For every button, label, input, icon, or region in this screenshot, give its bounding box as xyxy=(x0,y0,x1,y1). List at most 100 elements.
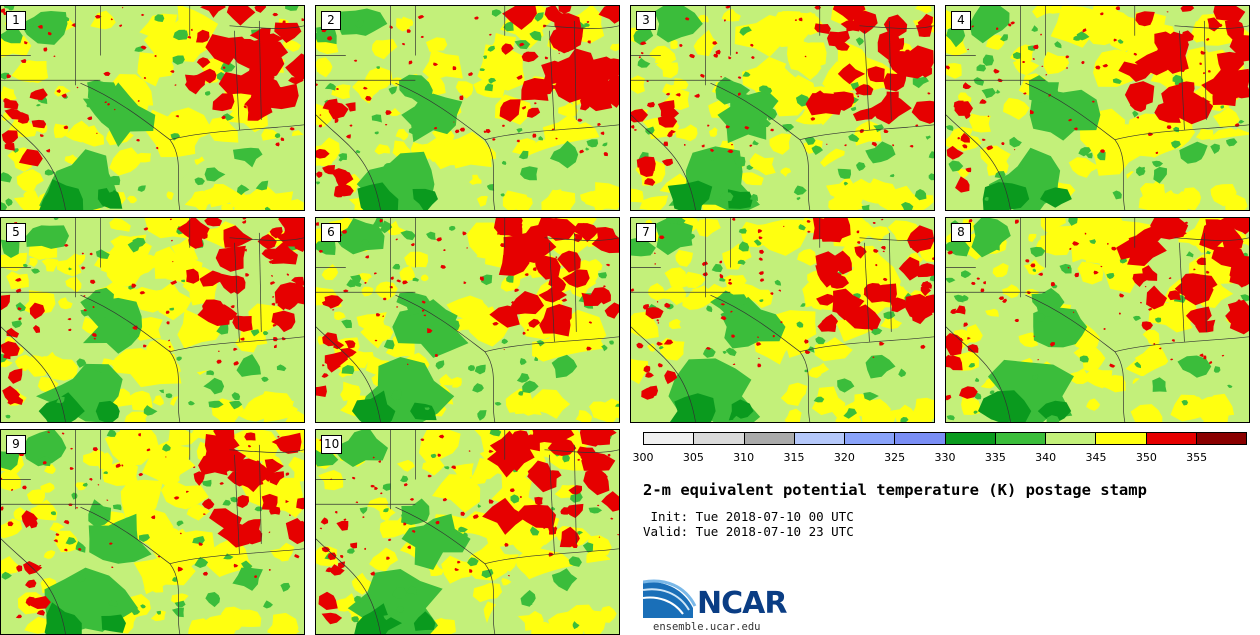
red-region xyxy=(586,20,590,23)
green-region xyxy=(1220,105,1225,109)
yellow-region xyxy=(387,220,406,236)
yellow-region xyxy=(1195,128,1214,140)
yellow-region xyxy=(1040,218,1066,235)
red-region xyxy=(185,490,190,493)
red-region xyxy=(212,93,235,112)
yellow-region xyxy=(554,484,578,499)
green-region xyxy=(355,20,364,29)
red-region xyxy=(1185,306,1212,328)
red-region xyxy=(770,128,774,132)
green-region xyxy=(36,104,41,107)
red-region xyxy=(558,6,572,14)
yellow-region xyxy=(1,86,17,102)
red-region xyxy=(548,276,567,294)
yellow-region xyxy=(773,310,817,342)
red-region xyxy=(814,6,822,10)
red-region xyxy=(1180,6,1195,12)
green-region xyxy=(516,372,530,383)
red-region xyxy=(547,526,558,535)
yellow-region xyxy=(475,144,496,159)
green-region xyxy=(280,582,291,592)
red-region xyxy=(1136,116,1140,119)
red-region xyxy=(883,129,889,134)
green-region xyxy=(1117,39,1124,44)
member-number-label: 10 xyxy=(321,435,343,454)
red-region xyxy=(1109,363,1116,368)
red-region xyxy=(750,43,754,47)
green-region xyxy=(406,585,418,595)
red-region xyxy=(645,371,654,378)
red-region xyxy=(730,143,734,146)
red-region xyxy=(1131,65,1136,68)
colorbar-tick-label: 315 xyxy=(783,451,805,464)
green-region xyxy=(418,91,427,99)
colorbar-tick-label: 325 xyxy=(884,451,906,464)
red-region xyxy=(874,263,878,267)
green-region xyxy=(20,10,68,45)
red-region xyxy=(417,15,425,20)
red-region xyxy=(730,310,733,313)
green-region xyxy=(488,77,497,84)
red-region xyxy=(570,542,575,544)
yellow-region xyxy=(43,550,56,559)
dark-green-region xyxy=(1039,187,1072,208)
green-region xyxy=(1036,313,1045,323)
red-region xyxy=(141,13,145,17)
red-region xyxy=(725,6,731,9)
ensemble-member-panel: 9 xyxy=(0,429,305,635)
red-region xyxy=(380,492,383,495)
red-region xyxy=(955,105,959,108)
red-region xyxy=(1168,277,1172,280)
red-region xyxy=(202,513,206,515)
green-region xyxy=(746,164,754,170)
red-region xyxy=(587,40,591,44)
yellow-region xyxy=(374,144,390,155)
red-region xyxy=(137,100,140,102)
red-region xyxy=(467,72,474,77)
green-region xyxy=(392,263,401,270)
red-region xyxy=(67,328,72,331)
green-region xyxy=(702,346,716,358)
yellow-region xyxy=(361,286,374,297)
red-region xyxy=(1082,28,1087,33)
red-region xyxy=(422,309,425,312)
ensemble-member-panel: 3 xyxy=(630,5,935,211)
red-region xyxy=(610,517,614,520)
green-region xyxy=(711,263,723,273)
red-region xyxy=(882,250,885,253)
green-region xyxy=(1033,306,1088,348)
red-region xyxy=(282,20,286,24)
red-region xyxy=(924,280,929,285)
red-region xyxy=(581,292,604,307)
red-region xyxy=(327,552,337,561)
red-region xyxy=(83,295,86,297)
red-region xyxy=(403,522,407,526)
red-region xyxy=(284,224,304,247)
yellow-region xyxy=(1092,6,1120,25)
red-region xyxy=(756,336,759,339)
red-region xyxy=(36,610,46,616)
member-number-label: 5 xyxy=(6,223,26,242)
red-region xyxy=(882,117,887,121)
red-region xyxy=(292,228,296,231)
red-region xyxy=(231,440,234,443)
ensemble-member-panel: 1 xyxy=(0,5,305,211)
red-region xyxy=(316,171,323,179)
red-region xyxy=(396,279,402,283)
red-region xyxy=(1118,61,1153,82)
red-region xyxy=(501,43,514,55)
red-region xyxy=(912,59,933,78)
yellow-region xyxy=(141,439,196,491)
boundary-line xyxy=(80,506,181,634)
green-region xyxy=(400,475,409,483)
boundary-line xyxy=(395,506,496,634)
red-region xyxy=(1022,60,1026,64)
red-region xyxy=(301,18,304,22)
green-region xyxy=(601,344,608,352)
green-region xyxy=(192,536,205,544)
red-region xyxy=(1099,149,1106,154)
dark-green-region xyxy=(413,611,436,631)
red-region xyxy=(92,447,99,452)
green-region xyxy=(843,408,858,419)
red-region xyxy=(597,123,601,127)
